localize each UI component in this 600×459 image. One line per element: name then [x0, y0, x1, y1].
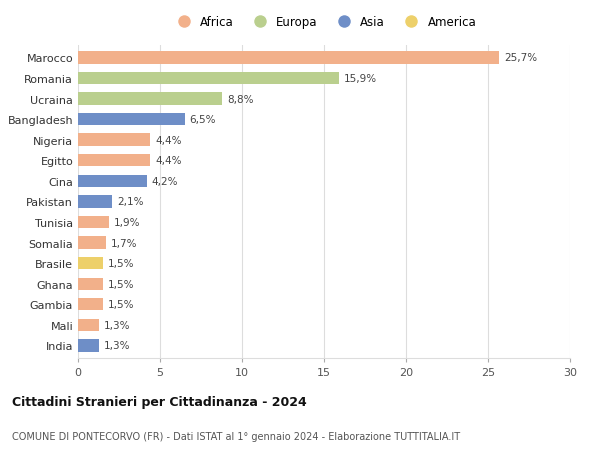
Bar: [78, 237, 106, 249]
Bar: [78, 73, 339, 85]
Text: 4,4%: 4,4%: [155, 156, 182, 166]
Text: 1,9%: 1,9%: [114, 218, 140, 228]
Bar: [78, 340, 100, 352]
Bar: [78, 196, 112, 208]
Text: Cittadini Stranieri per Cittadinanza - 2024: Cittadini Stranieri per Cittadinanza - 2…: [12, 395, 307, 408]
Bar: [78, 175, 147, 188]
Text: COMUNE DI PONTECORVO (FR) - Dati ISTAT al 1° gennaio 2024 - Elaborazione TUTTITA: COMUNE DI PONTECORVO (FR) - Dati ISTAT a…: [12, 431, 460, 442]
Bar: [78, 134, 150, 146]
Text: 1,7%: 1,7%: [111, 238, 137, 248]
Text: 8,8%: 8,8%: [227, 94, 254, 104]
Text: 4,2%: 4,2%: [152, 176, 178, 186]
Bar: [78, 278, 103, 290]
Text: 15,9%: 15,9%: [344, 74, 377, 84]
Bar: [78, 114, 185, 126]
Bar: [78, 257, 103, 270]
Text: 1,3%: 1,3%: [104, 341, 131, 351]
Bar: [78, 155, 150, 167]
Bar: [78, 298, 103, 311]
Bar: [78, 216, 109, 229]
Bar: [78, 93, 223, 106]
Text: 25,7%: 25,7%: [505, 53, 538, 63]
Bar: [78, 52, 499, 64]
Text: 1,3%: 1,3%: [104, 320, 131, 330]
Text: 1,5%: 1,5%: [107, 279, 134, 289]
Legend: Africa, Europa, Asia, America: Africa, Europa, Asia, America: [167, 11, 481, 34]
Bar: [78, 319, 100, 331]
Text: 6,5%: 6,5%: [190, 115, 216, 125]
Text: 1,5%: 1,5%: [107, 258, 134, 269]
Text: 4,4%: 4,4%: [155, 135, 182, 146]
Text: 2,1%: 2,1%: [118, 197, 144, 207]
Text: 1,5%: 1,5%: [107, 300, 134, 310]
